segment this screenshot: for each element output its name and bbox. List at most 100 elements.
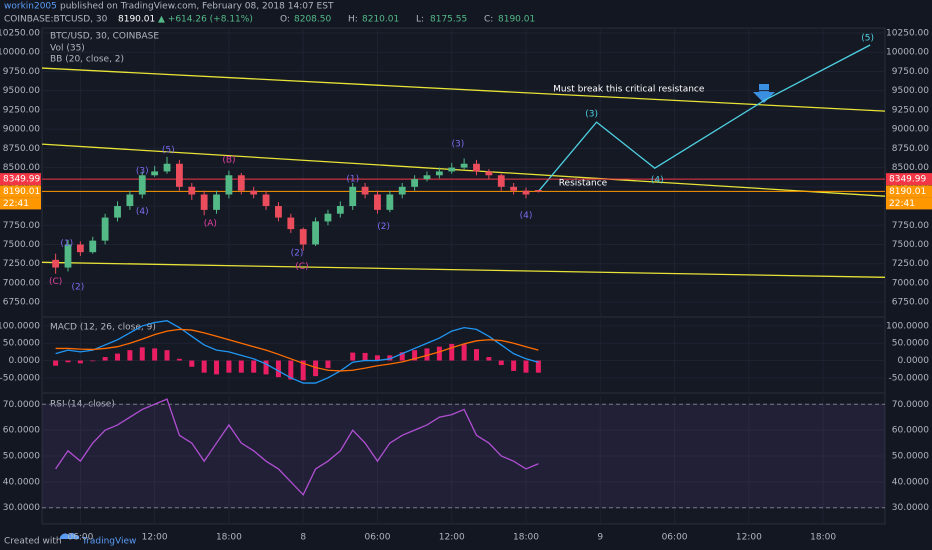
- histogram-bar: [436, 346, 442, 361]
- y-tick-label: 9250.00: [3, 105, 40, 115]
- candle-body: [176, 163, 183, 187]
- histogram-bar: [449, 343, 455, 361]
- histogram-bar: [511, 360, 517, 371]
- y-tick-label: 9750.00: [3, 67, 40, 77]
- annotation: (2): [377, 222, 390, 232]
- panel-title: RSI (14, close): [50, 400, 115, 410]
- candle-body: [262, 194, 270, 207]
- histogram-bar: [374, 355, 380, 361]
- histogram-bar: [325, 360, 331, 369]
- candle-body: [250, 190, 258, 195]
- x-tick-label: 06:00: [662, 533, 688, 543]
- y-tick-label: 9500.00: [3, 86, 40, 96]
- price: 8190.01: [118, 15, 155, 25]
- annotation: (5): [861, 33, 874, 43]
- y-tick-label: 9000.00: [892, 125, 929, 135]
- x-tick-label: 12:00: [142, 533, 168, 543]
- ohlc-label: O:: [280, 15, 290, 25]
- candle-body: [163, 163, 171, 172]
- ohlc-value: 8210.01: [362, 15, 399, 25]
- trend-line: [537, 44, 871, 192]
- y-tick-label: 7000.00: [3, 278, 40, 288]
- y-tick-label: 8750.00: [892, 144, 929, 154]
- annotation: (1): [60, 239, 73, 249]
- histogram-bar: [65, 360, 71, 363]
- x-tick-label: 12:00: [439, 533, 465, 543]
- y-tick-label: 100.0000: [0, 321, 40, 331]
- histogram-bar: [176, 358, 182, 361]
- annotation: (C): [49, 277, 62, 287]
- y-tick-label: 100.0000: [886, 321, 929, 331]
- panel-title: BTC/USD, 30, COINBASE: [50, 32, 159, 42]
- candle-body: [237, 175, 245, 191]
- histogram-bar: [201, 360, 207, 373]
- histogram-bar: [102, 357, 108, 361]
- candle-body: [64, 244, 72, 268]
- annotation: Resistance: [559, 179, 608, 189]
- series-line: [55, 320, 539, 384]
- arrow-icon: [753, 84, 775, 103]
- y-tick-label: 6750.00: [892, 298, 929, 308]
- y-tick-label: 7250.00: [3, 259, 40, 269]
- histogram-bar: [238, 360, 244, 373]
- histogram-bar: [115, 353, 121, 361]
- candle-body: [151, 171, 159, 176]
- annotation: (4): [651, 176, 664, 186]
- candle-body: [534, 189, 542, 192]
- candle-body: [299, 229, 307, 245]
- histogram-bar: [139, 347, 145, 361]
- ohlc-value: 8175.55: [430, 15, 467, 25]
- x-tick-label: 18:00: [216, 533, 242, 543]
- countdown: 22:41: [3, 199, 29, 209]
- histogram-bar: [263, 360, 269, 375]
- price-tag-label: 8349.99: [3, 175, 40, 185]
- candle-body: [101, 217, 109, 241]
- candle-body: [213, 194, 220, 210]
- candle-body: [324, 213, 332, 222]
- y-tick-label: 50.0000: [3, 451, 40, 461]
- change: ▲ +614.26 (+8.11%): [158, 15, 253, 25]
- histogram-bar: [424, 348, 430, 361]
- trend-line: [41, 67, 886, 112]
- histogram-bar: [214, 360, 220, 375]
- y-tick-label: 60.0000: [3, 426, 40, 436]
- candle-body: [473, 163, 480, 172]
- candle-body: [497, 175, 505, 187]
- series-line: [55, 328, 539, 372]
- candle-body: [435, 171, 443, 176]
- legend-item: BB (20, close, 2): [50, 55, 124, 65]
- trend-line: [41, 143, 886, 197]
- y-tick-label: 70.0000: [3, 400, 40, 410]
- y-tick-label: 50.0000: [3, 339, 40, 349]
- y-tick-label: 8500.00: [892, 163, 929, 173]
- histogram-bar: [275, 360, 281, 378]
- ohlc-label: H:: [348, 15, 358, 25]
- footer-created: Created with: [4, 537, 62, 547]
- y-tick-label: 9250.00: [892, 105, 929, 115]
- trend-line: [41, 261, 886, 278]
- y-tick-label: 30.0000: [892, 503, 929, 513]
- candle-body: [485, 171, 493, 176]
- y-tick-label: 8750.00: [3, 144, 40, 154]
- panel-title: MACD (12, 26, close, 9): [50, 323, 156, 333]
- y-tick-label: 9750.00: [892, 67, 929, 77]
- annotation: (C): [295, 262, 308, 272]
- histogram-bar: [412, 350, 418, 361]
- histogram-bar: [152, 348, 158, 361]
- candle-body: [225, 175, 233, 195]
- y-tick-label: 7500.00: [3, 240, 40, 250]
- candle-body: [287, 217, 295, 230]
- annotation: Must break this critical resistance: [553, 85, 705, 95]
- candle-body: [336, 206, 344, 214]
- histogram-bar: [300, 360, 306, 381]
- candle-body: [361, 186, 369, 195]
- candle-body: [423, 175, 431, 180]
- candle-body: [89, 240, 97, 253]
- y-tick-label: 7500.00: [892, 240, 929, 250]
- y-tick-label: 70.0000: [892, 400, 929, 410]
- histogram-bar: [127, 350, 133, 361]
- histogram-bar: [189, 360, 195, 367]
- y-tick-label: 0.0000: [9, 356, 41, 366]
- candle-body: [188, 186, 196, 195]
